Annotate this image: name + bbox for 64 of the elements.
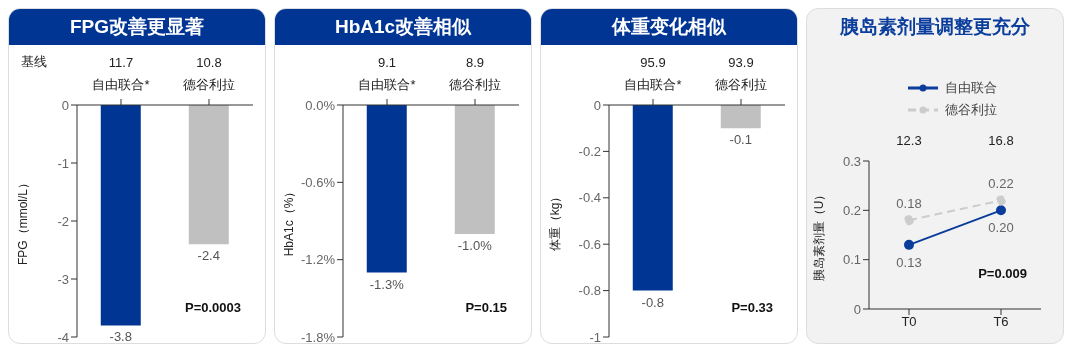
x-tick-label: 自由联合* — [92, 77, 150, 92]
data-label: -0.1 — [729, 132, 752, 148]
text: 10.8 — [196, 55, 222, 70]
text: 9.1 — [377, 55, 397, 70]
y-tick-label: -1.8% — [301, 329, 336, 345]
data-label: -1.0% — [457, 237, 493, 253]
text: 95.9 — [640, 55, 666, 70]
chart-title: 体重变化相似 — [541, 9, 797, 45]
text: 11.7 — [108, 55, 134, 70]
y-axis-title: 体重（kg） — [548, 190, 563, 252]
data-label: 0.13 — [896, 254, 922, 270]
annotation: P=0.009 — [978, 266, 1027, 281]
y-tick-label: -0.4 — [578, 190, 601, 206]
data-label: 0.22 — [988, 176, 1014, 192]
y-axis-title: 胰岛素剂量（U） — [812, 188, 827, 282]
legend-label: 德谷利拉 — [945, 101, 997, 119]
point — [904, 215, 914, 226]
text: 16.8 — [988, 133, 1014, 148]
y-tick-label: -0.6 — [578, 236, 601, 252]
chart-title: HbA1c改善相似 — [275, 9, 531, 45]
chart-title: 胰岛素剂量调整更充分 — [839, 15, 1031, 39]
y-tick-label: -4 — [57, 329, 69, 345]
y-tick-label: -3 — [57, 271, 69, 287]
y-tick-label: 0 — [853, 301, 861, 317]
x-tick-label: 自由联合* — [624, 77, 682, 92]
x-tick-label: 德谷利拉 — [449, 77, 501, 92]
y-tick-label: -1.2% — [301, 252, 336, 268]
x-tick-label: 德谷利拉 — [715, 77, 767, 92]
data-label: -0.8 — [641, 294, 664, 310]
y-tick-label: -0.8 — [578, 283, 601, 299]
y-tick-label: 0 — [593, 97, 601, 113]
text: 93.9 — [728, 55, 754, 70]
chart-title: FPG改善更显著 — [9, 9, 265, 45]
annotation: P=0.0003 — [184, 300, 241, 315]
data-label: 0.18 — [896, 196, 922, 212]
data-label: -3.8 — [109, 329, 132, 345]
x-tick-label: T0 — [901, 314, 917, 330]
x-tick-label: 德谷利拉 — [183, 77, 235, 92]
y-tick-label: -0.2 — [578, 144, 601, 160]
annotation: P=0.15 — [465, 300, 507, 315]
annotation: P=0.33 — [731, 300, 773, 315]
y-axis-title: FPG（mmol/L） — [16, 176, 31, 266]
y-tick-label: -2 — [57, 213, 69, 229]
text: 8.9 — [465, 55, 485, 70]
y-tick-label: 0.1 — [842, 252, 861, 268]
point — [996, 195, 1006, 206]
y-tick-label: -1 — [589, 329, 601, 345]
point — [904, 239, 914, 250]
text: 基线 — [21, 53, 47, 71]
x-tick-label: T6 — [993, 314, 1009, 330]
y-tick-label: -1 — [57, 155, 69, 171]
y-tick-label: 0.3 — [842, 153, 861, 169]
data-label: -1.3% — [369, 276, 405, 292]
data-label: 0.20 — [988, 220, 1014, 236]
x-tick-label: 自由联合* — [358, 77, 416, 92]
y-tick-label: -0.6% — [301, 174, 336, 190]
legend-label: 自由联合 — [945, 79, 997, 97]
y-tick-label: 0.0% — [305, 97, 336, 113]
point — [996, 205, 1006, 216]
text: 12.3 — [896, 133, 922, 148]
data-label: -2.4 — [197, 248, 220, 264]
y-tick-label: 0 — [61, 97, 69, 113]
y-axis-title: HbA1c（%） — [282, 185, 297, 257]
y-tick-label: 0.2 — [842, 202, 861, 218]
